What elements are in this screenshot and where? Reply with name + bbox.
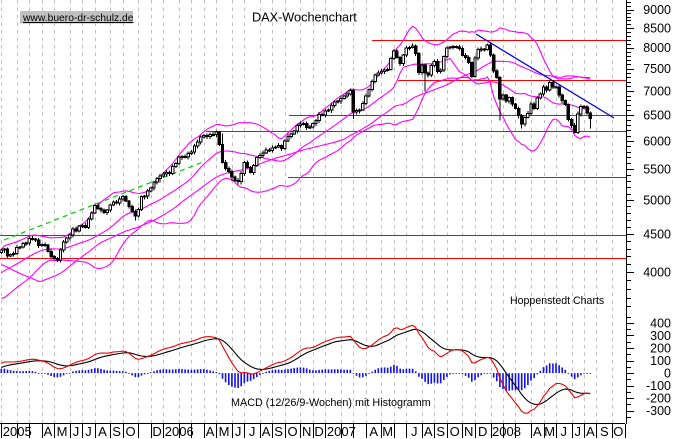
svg-text:D: D [152, 424, 161, 439]
svg-text:8000: 8000 [643, 41, 671, 55]
svg-text:N: N [464, 424, 473, 439]
svg-text:O: O [613, 424, 623, 439]
svg-text:Hoppenstedt Charts: Hoppenstedt Charts [510, 295, 604, 307]
svg-text:M: M [382, 424, 393, 439]
svg-text:J: J [249, 424, 256, 439]
svg-text:8500: 8500 [643, 22, 671, 36]
svg-text:6000: 6000 [643, 134, 671, 148]
svg-text:2006: 2006 [165, 424, 194, 439]
svg-text:DAX-Wochenchart: DAX-Wochenchart [252, 11, 357, 25]
svg-text:J: J [411, 424, 418, 439]
svg-text:9000: 9000 [643, 3, 671, 17]
svg-text:A: A [424, 424, 433, 439]
svg-text:D: D [314, 424, 323, 439]
svg-text:MACD (12/26/9-Wochen) mit Hist: MACD (12/26/9-Wochen) mit Histogramm [231, 397, 431, 409]
svg-text:J: J [575, 424, 582, 439]
svg-text:M: M [544, 424, 555, 439]
svg-text:5000: 5000 [643, 193, 671, 207]
svg-text:S: S [274, 424, 283, 439]
svg-text:O: O [288, 424, 298, 439]
svg-text:J: J [561, 424, 568, 439]
svg-text:M: M [219, 424, 230, 439]
svg-text:200: 200 [650, 342, 671, 356]
svg-text:A: A [206, 424, 215, 439]
svg-text:O: O [126, 424, 136, 439]
svg-text:A: A [262, 424, 271, 439]
svg-text:300: 300 [650, 329, 671, 343]
svg-text:N: N [302, 424, 311, 439]
svg-text:S: S [436, 424, 445, 439]
svg-text:A: A [98, 424, 107, 439]
svg-text:100: 100 [650, 354, 671, 368]
svg-text:5500: 5500 [643, 163, 671, 177]
svg-text:4500: 4500 [643, 228, 671, 242]
svg-text:S: S [112, 424, 121, 439]
svg-text:-200: -200 [646, 392, 671, 406]
svg-text:7500: 7500 [643, 62, 671, 76]
svg-text:S: S [600, 424, 609, 439]
svg-text:6500: 6500 [643, 108, 671, 122]
svg-text:-100: -100 [646, 379, 671, 393]
svg-text:M: M [57, 424, 68, 439]
svg-text:400: 400 [650, 316, 671, 330]
svg-text:2005: 2005 [3, 424, 32, 439]
svg-text:www.buero-dr-schulz.de: www.buero-dr-schulz.de [22, 13, 134, 24]
svg-text:-300: -300 [646, 404, 671, 418]
svg-text:J: J [85, 424, 92, 439]
svg-text:A: A [369, 424, 378, 439]
svg-text:2008: 2008 [492, 424, 521, 439]
svg-text:D: D [478, 424, 487, 439]
svg-text:A: A [586, 424, 595, 439]
svg-text:J: J [73, 424, 80, 439]
svg-text:0: 0 [664, 367, 671, 381]
svg-text:2007: 2007 [327, 424, 356, 439]
svg-text:4000: 4000 [643, 266, 671, 280]
svg-text:O: O [450, 424, 460, 439]
svg-text:A: A [44, 424, 53, 439]
svg-text:J: J [235, 424, 242, 439]
svg-text:7000: 7000 [643, 84, 671, 98]
svg-text:A: A [533, 424, 542, 439]
